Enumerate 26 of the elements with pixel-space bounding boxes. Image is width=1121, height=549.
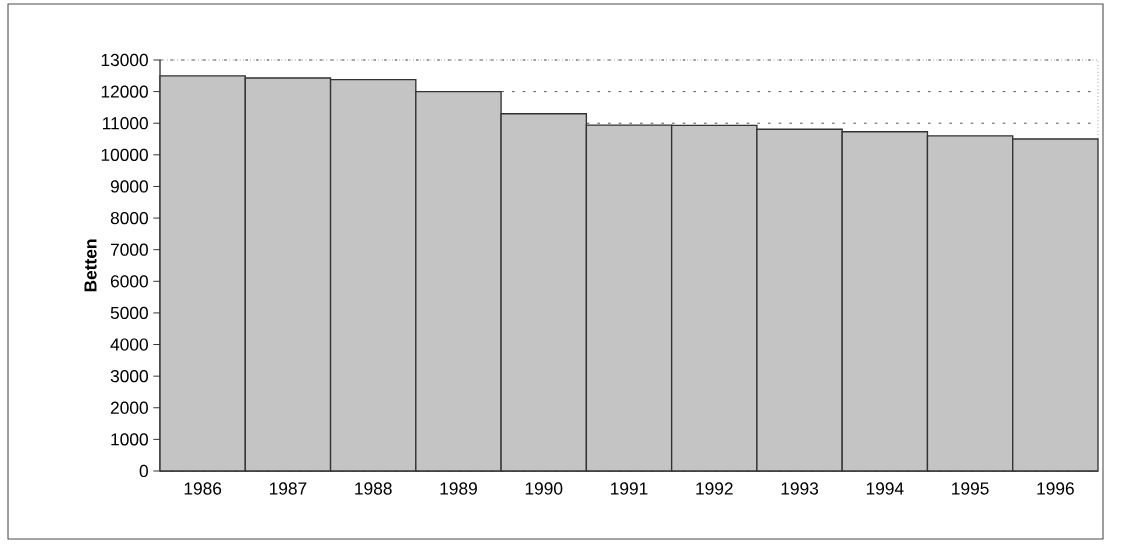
y-tick-label: 2000	[110, 401, 148, 414]
x-tick-label: 1989	[440, 482, 477, 495]
x-tick-label: 1986	[184, 482, 222, 495]
x-tick-label: 1994	[866, 482, 904, 495]
y-tick-label: 9000	[110, 180, 148, 193]
x-tick-label: 1996	[1037, 482, 1074, 495]
y-tick-label: 0	[139, 464, 148, 478]
x-tick-label: 1992	[696, 482, 733, 495]
x-tick-label: 1990	[525, 482, 563, 495]
x-tick-label: 1995	[952, 482, 989, 495]
x-tick-label: 1987	[269, 482, 307, 495]
x-tick-label: 1988	[355, 482, 392, 495]
y-tick-label: 4000	[110, 338, 148, 351]
y-tick-label: 12000	[101, 85, 148, 98]
y-tick-label: 7000	[110, 243, 148, 256]
y-tick-label: 8000	[110, 211, 148, 225]
y-axis-title: Betten	[84, 239, 97, 292]
y-tick-label: 10000	[101, 148, 148, 161]
y-tick-label: 13000	[101, 53, 148, 67]
y-tick-label: 3000	[110, 370, 148, 383]
y-tick-label: 6000	[110, 275, 148, 288]
x-tick-label: 1993	[781, 482, 819, 495]
x-tick-label: 1991	[611, 482, 648, 495]
y-tick-label: 1000	[111, 433, 148, 446]
y-tick-label: 11000	[103, 117, 148, 130]
y-tick-label: 5000	[110, 306, 148, 320]
